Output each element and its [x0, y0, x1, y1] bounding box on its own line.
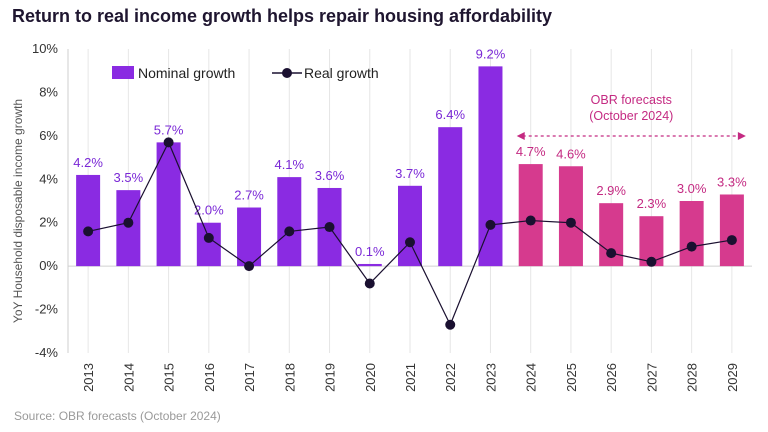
bar-data-label: 4.6%	[556, 146, 586, 161]
point-real-growth	[646, 256, 657, 267]
x-tick-label: 2024	[524, 363, 539, 392]
bar-nominal	[558, 166, 583, 267]
forecast-annotation-text: (October 2024)	[589, 109, 673, 123]
bar-nominal	[478, 66, 503, 267]
forecast-arrow-left	[516, 132, 525, 140]
y-axis-title: YoY Household disposable income growth	[11, 99, 25, 323]
point-real-growth	[525, 215, 536, 226]
bar-nominal	[116, 190, 141, 267]
bar-data-label: 2.7%	[234, 188, 264, 203]
y-tick-label: 10%	[32, 41, 58, 56]
x-tick-label: 2014	[121, 363, 136, 392]
point-real-growth	[203, 232, 214, 243]
y-tick-label: -2%	[35, 302, 59, 317]
y-tick-label: 2%	[39, 215, 58, 230]
forecast-arrow-right	[737, 132, 746, 140]
x-tick-label: 2021	[403, 363, 418, 392]
y-tick-label: 8%	[39, 84, 58, 99]
bar-data-label: 3.0%	[677, 181, 707, 196]
x-tick-label: 2029	[725, 363, 740, 392]
bar-data-label: 5.7%	[154, 122, 184, 137]
source-note: Source: OBR forecasts (October 2024)	[14, 409, 221, 423]
bar-nominal	[237, 207, 262, 267]
bar-nominal	[76, 174, 101, 267]
bar-data-label: 2.9%	[596, 183, 626, 198]
x-tick-label: 2015	[162, 363, 177, 392]
bar-data-label: 4.1%	[274, 157, 304, 172]
forecast-annotation-text: OBR forecasts	[591, 93, 672, 107]
bar-data-label: 2.0%	[194, 203, 224, 218]
bar-data-label: 9.2%	[476, 46, 506, 61]
x-tick-label: 2013	[81, 363, 96, 392]
point-real-growth	[163, 137, 174, 148]
legend-label-nominal: Nominal growth	[138, 65, 235, 81]
x-tick-label: 2020	[363, 363, 378, 392]
x-tick-label: 2027	[644, 363, 659, 392]
bar-nominal	[156, 142, 181, 267]
x-tick-label: 2028	[685, 363, 700, 392]
point-real-growth	[445, 319, 456, 330]
bar-nominal	[679, 201, 704, 267]
point-real-growth	[565, 217, 576, 228]
chart-title: Return to real income growth helps repai…	[12, 6, 553, 26]
bar-data-label: 2.3%	[637, 196, 667, 211]
bar-data-label: 0.1%	[355, 244, 385, 259]
point-real-growth	[284, 226, 295, 237]
point-real-growth	[485, 219, 496, 230]
point-real-growth	[405, 237, 415, 248]
point-real-growth	[726, 235, 737, 246]
point-real-growth	[686, 241, 697, 252]
bar-nominal	[277, 177, 302, 267]
point-real-growth	[123, 217, 134, 228]
x-tick-label: 2019	[323, 363, 338, 392]
legend-swatch-real-dot	[282, 68, 292, 78]
x-tick-label: 2017	[242, 363, 257, 392]
bar-data-label: 3.7%	[395, 166, 425, 181]
x-tick-label: 2018	[282, 363, 297, 392]
point-real-growth	[83, 226, 94, 237]
x-tick-label: 2016	[202, 363, 217, 392]
x-tick-label: 2026	[604, 363, 619, 392]
y-tick-label: 0%	[39, 258, 58, 273]
bar-nominal	[719, 194, 744, 267]
bar-nominal	[398, 185, 422, 267]
bar-nominal	[518, 164, 543, 267]
point-real-growth	[244, 261, 255, 272]
bar-data-label: 4.2%	[73, 155, 103, 170]
bar-nominal	[196, 222, 221, 267]
bar-data-label: 4.7%	[516, 144, 546, 159]
point-real-growth	[606, 248, 617, 259]
bar-data-label: 6.4%	[435, 107, 465, 122]
legend-label-real: Real growth	[304, 65, 379, 81]
bar-nominal	[438, 127, 463, 267]
y-tick-label: -4%	[35, 345, 59, 360]
y-tick-label: 4%	[39, 171, 58, 186]
legend-swatch-nominal	[112, 66, 134, 79]
point-real-growth	[364, 278, 375, 289]
x-tick-label: 2022	[443, 363, 458, 392]
bar-data-label: 3.5%	[114, 170, 144, 185]
y-tick-label: 6%	[39, 128, 58, 143]
bar-nominal	[357, 263, 382, 267]
bar-data-label: 3.3%	[717, 174, 747, 189]
bar-data-label: 3.6%	[315, 168, 345, 183]
x-tick-label: 2025	[564, 363, 579, 392]
x-tick-label: 2023	[483, 363, 498, 392]
point-real-growth	[324, 222, 335, 233]
